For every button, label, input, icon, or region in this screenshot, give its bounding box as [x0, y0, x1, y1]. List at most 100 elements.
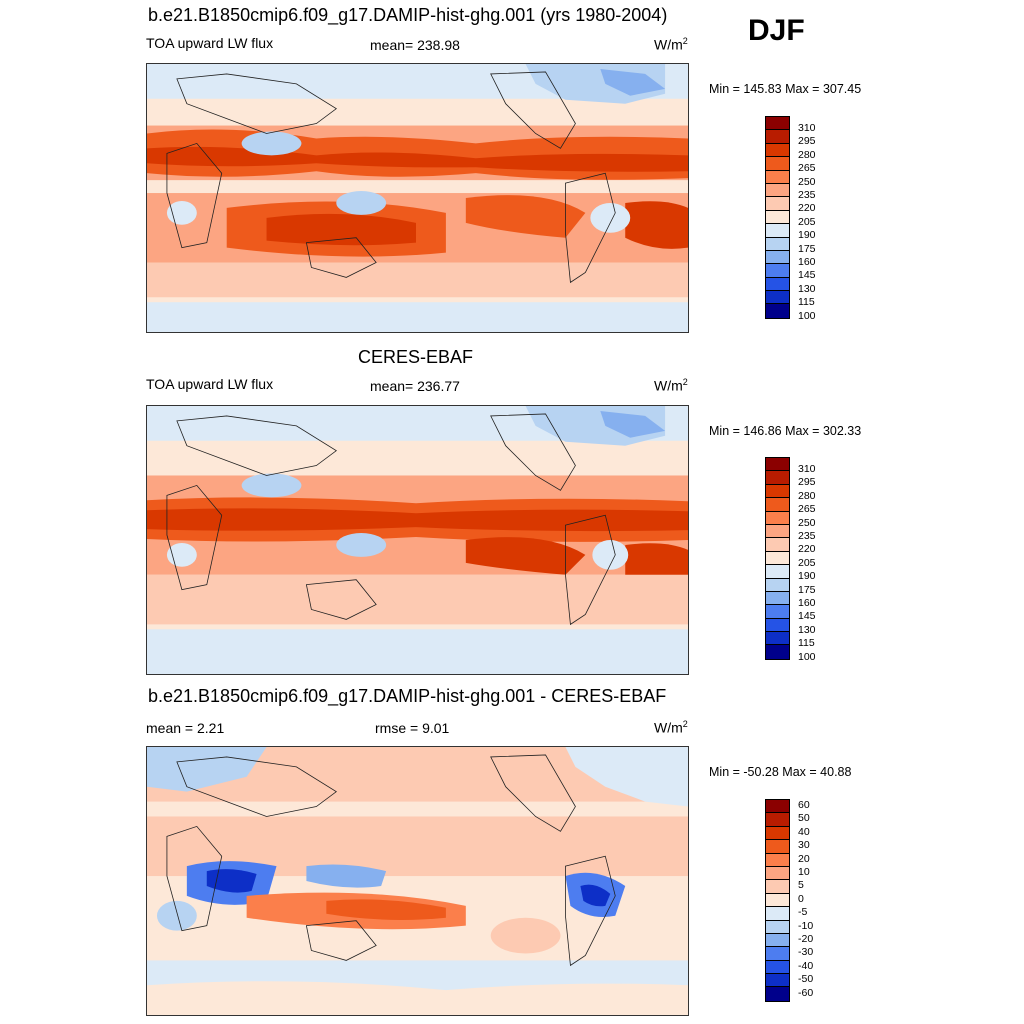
colorbar-tick-label: 160 — [798, 256, 816, 268]
colorbar-cell — [766, 907, 789, 921]
colorbar-cell — [766, 511, 789, 525]
colorbar-tick-label: 250 — [798, 516, 816, 529]
panel-2-mean-label: mean= 236.77 — [370, 378, 460, 394]
colorbar-tick-label: 235 — [798, 189, 816, 201]
colorbar-tick-label: 265 — [798, 162, 816, 175]
panel-1-variable-label: TOA upward LW flux — [146, 35, 274, 51]
panel-3-units: W/m2 — [654, 719, 688, 736]
panel-1-field — [147, 64, 688, 332]
season-label: DJF — [748, 14, 805, 47]
colorbar-cell — [766, 551, 789, 566]
colorbar-cell — [766, 237, 789, 251]
colorbar-cell — [766, 157, 789, 171]
colorbar-cell — [766, 224, 789, 238]
panel-3-field — [147, 747, 688, 1015]
colorbar-cell — [766, 578, 789, 592]
panel-3-rmse-label: rmse = 9.01 — [375, 720, 450, 736]
colorbar-cell — [766, 210, 789, 225]
colorbar-tick-label: 20 — [798, 852, 810, 865]
colorbar-cell — [766, 565, 789, 579]
colorbar-cell — [766, 947, 789, 961]
colorbar-cell — [766, 632, 789, 646]
colorbar-tick-label: 60 — [798, 799, 810, 811]
colorbar-tick-label: 115 — [798, 637, 815, 650]
panel-1-minmax: Min = 145.83 Max = 307.45 — [709, 82, 862, 96]
colorbar-tick-label: 30 — [798, 839, 810, 852]
colorbar-tick-label: 310 — [798, 463, 816, 475]
colorbar-cell — [766, 813, 789, 827]
colorbar-cell — [766, 117, 789, 131]
colorbar-cell — [766, 250, 789, 265]
colorbar-cell — [766, 183, 789, 198]
colorbar-tick-label: 250 — [798, 175, 816, 188]
panel-1-mean-label: mean= 238.98 — [370, 37, 460, 53]
panel-3-title: b.e21.B1850cmip6.f09_g17.DAMIP-hist-ghg.… — [148, 686, 667, 706]
colorbar-cell — [766, 645, 789, 659]
colorbar-tick-label: 50 — [798, 812, 810, 825]
colorbar-tick-label: 235 — [798, 530, 816, 542]
colorbar-tick-label: 310 — [798, 122, 816, 134]
panel-1-colorbar — [765, 116, 790, 319]
colorbar-tick-label: 295 — [798, 476, 816, 489]
colorbar-cell — [766, 853, 789, 867]
colorbar-cell — [766, 304, 789, 318]
colorbar-cell — [766, 264, 789, 278]
colorbar-tick-label: -60 — [798, 986, 814, 999]
colorbar-cell — [766, 143, 789, 158]
panel-2-variable-label: TOA upward LW flux — [146, 376, 274, 392]
colorbar-tick-label: 220 — [798, 202, 816, 215]
colorbar-tick-label: 220 — [798, 543, 816, 556]
colorbar-cell — [766, 618, 789, 633]
colorbar-tick-label: -10 — [798, 919, 814, 932]
panel-3-mean-label: mean = 2.21 — [146, 720, 225, 736]
panel-2-minmax: Min = 146.86 Max = 302.33 — [709, 424, 862, 438]
colorbar-cell — [766, 800, 789, 814]
panel-2-field — [147, 406, 688, 674]
colorbar-cell — [766, 826, 789, 841]
colorbar-cell — [766, 277, 789, 292]
colorbar-cell — [766, 524, 789, 539]
panel-1-title: b.e21.B1850cmip6.f09_g17.DAMIP-hist-ghg.… — [148, 5, 668, 25]
colorbar-cell — [766, 920, 789, 934]
colorbar-cell — [766, 471, 789, 485]
colorbar-tick-label: 175 — [798, 583, 816, 596]
colorbar-tick-label: 10 — [798, 866, 810, 878]
colorbar-cell — [766, 933, 789, 948]
colorbar-tick-label: 145 — [798, 610, 816, 623]
colorbar-cell — [766, 538, 789, 552]
colorbar-tick-label: 280 — [798, 148, 816, 161]
panel-1-units: W/m2 — [654, 36, 688, 53]
colorbar-cell — [766, 130, 789, 144]
colorbar-cell — [766, 291, 789, 305]
colorbar-tick-label: -40 — [798, 959, 814, 972]
colorbar-cell — [766, 605, 789, 619]
colorbar-tick-label: 175 — [798, 242, 816, 255]
colorbar-tick-label: 130 — [798, 623, 816, 636]
colorbar-cell — [766, 591, 789, 606]
colorbar-tick-label: 145 — [798, 269, 816, 282]
colorbar-tick-label: -5 — [798, 906, 808, 919]
colorbar-tick-label: 205 — [798, 556, 816, 569]
panel-3-minmax: Min = -50.28 Max = 40.88 — [709, 765, 852, 779]
colorbar-tick-label: 280 — [798, 489, 816, 502]
colorbar-tick-label: 190 — [798, 570, 816, 583]
colorbar-tick-label: 160 — [798, 597, 816, 609]
panel-1-map — [146, 63, 689, 333]
colorbar-tick-label: 115 — [798, 296, 815, 309]
colorbar-cell — [766, 866, 789, 881]
panel-2-map — [146, 405, 689, 675]
colorbar-tick-label: 5 — [798, 879, 804, 892]
colorbar-cell — [766, 840, 789, 854]
panel-2-units: W/m2 — [654, 377, 688, 394]
colorbar-tick-label: 205 — [798, 215, 816, 228]
colorbar-cell — [766, 170, 789, 184]
colorbar-tick-label: 100 — [798, 650, 816, 663]
colorbar-tick-label: 265 — [798, 503, 816, 516]
panel-2-colorbar — [765, 457, 790, 660]
colorbar-cell — [766, 893, 789, 908]
colorbar-tick-label: 40 — [798, 825, 810, 838]
colorbar-tick-label: 100 — [798, 309, 816, 322]
panel-3-colorbar — [765, 799, 790, 1002]
colorbar-tick-label: 295 — [798, 135, 816, 148]
colorbar-cell — [766, 880, 789, 894]
